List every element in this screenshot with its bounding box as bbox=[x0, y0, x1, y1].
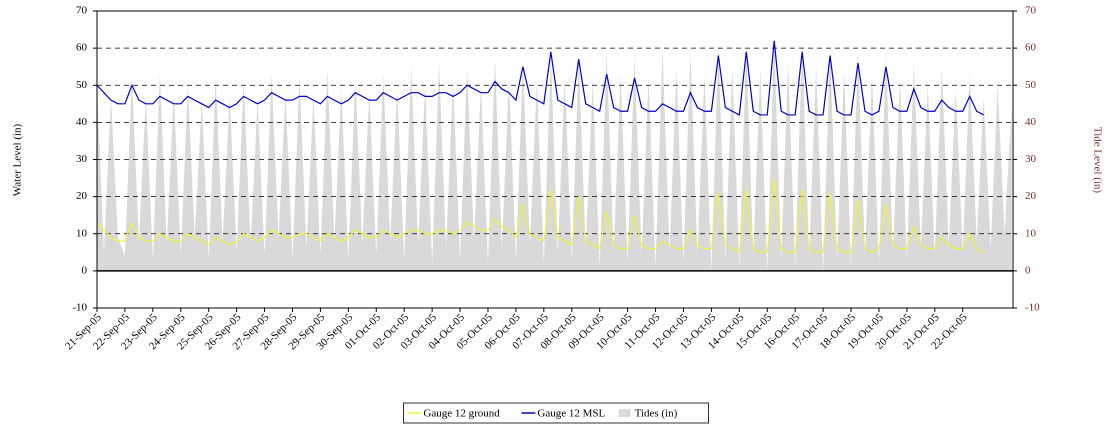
y-tick-label: 60 bbox=[76, 42, 88, 54]
y2-axis-title: Tide Level (in) bbox=[1091, 127, 1103, 194]
line bbox=[96, 178, 984, 254]
y2-tick-label: 50 bbox=[1025, 79, 1037, 91]
y2-tick-label: 10 bbox=[1025, 227, 1037, 239]
legend-label: Gauge 12 ground bbox=[423, 408, 500, 420]
legend: Gauge 12 ground Gauge 12 MSL Tides (in) bbox=[402, 402, 710, 424]
y-tick-label: 10 bbox=[76, 227, 88, 239]
legend-box bbox=[402, 402, 710, 424]
y-tick-label: 70 bbox=[76, 5, 88, 17]
y-tick-label: 0 bbox=[82, 264, 88, 276]
legend-label: Gauge 12 MSL bbox=[537, 408, 605, 420]
legend-label: Tides (in) bbox=[635, 408, 678, 420]
y-tick-label: 50 bbox=[76, 79, 88, 91]
y2-tick-label: 60 bbox=[1025, 42, 1037, 54]
area bbox=[97, 40, 1012, 271]
y-axis-title: Water Level (in) bbox=[12, 123, 24, 196]
y2-tick-label: -10 bbox=[1025, 302, 1040, 314]
y2-tick-label: 40 bbox=[1025, 116, 1037, 128]
y2-tick-label: 30 bbox=[1025, 153, 1037, 165]
line bbox=[96, 40, 984, 116]
y2-tick-label: 0 bbox=[1025, 264, 1031, 276]
legend-swatch bbox=[618, 409, 631, 417]
y-tick-label: 30 bbox=[76, 153, 88, 165]
plot-border bbox=[96, 10, 1014, 309]
y-tick-label: 20 bbox=[76, 190, 88, 202]
y-tick-label: 40 bbox=[76, 116, 88, 128]
y-tick-label: -10 bbox=[72, 302, 87, 314]
y2-tick-label: 70 bbox=[1025, 5, 1037, 17]
y2-tick-label: 20 bbox=[1025, 190, 1037, 202]
